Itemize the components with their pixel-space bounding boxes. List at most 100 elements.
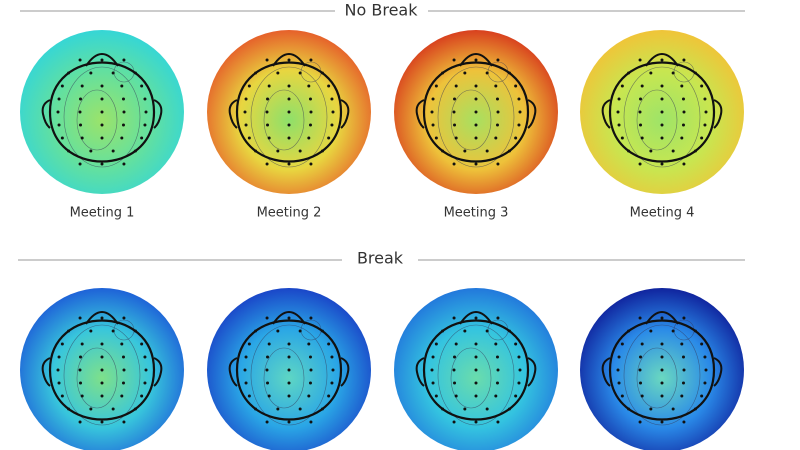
electrode [78, 368, 82, 372]
electrode [700, 84, 704, 88]
electrode [287, 316, 291, 320]
electrode [307, 84, 311, 88]
electrode [441, 329, 445, 333]
electrode [453, 355, 457, 359]
electrode [485, 71, 489, 75]
electrode [507, 329, 511, 333]
electrode [309, 316, 313, 320]
electrode [57, 381, 61, 385]
electrode [485, 329, 489, 333]
electrode [56, 368, 60, 372]
electrode [57, 123, 61, 127]
electrode [441, 149, 445, 153]
electrode [133, 149, 137, 153]
electrode [266, 381, 270, 385]
electrode [327, 394, 331, 398]
ear [153, 357, 163, 387]
electrode [287, 394, 291, 398]
head-outline [422, 61, 530, 163]
electrode [100, 355, 104, 359]
electrode [649, 407, 653, 411]
electrode [243, 368, 247, 372]
electrode [100, 420, 104, 424]
map-label: Meeting 1 [70, 206, 135, 221]
electrode [649, 329, 653, 333]
electrode [474, 342, 478, 346]
electrode [660, 394, 664, 398]
electrode [617, 97, 621, 101]
head-outline [235, 61, 343, 163]
electrode [703, 123, 707, 127]
ear [228, 99, 238, 129]
electrode [80, 342, 84, 346]
electrode [244, 123, 248, 127]
electrode [627, 329, 631, 333]
electrode [494, 342, 498, 346]
electrode [517, 381, 521, 385]
electrode [518, 368, 522, 372]
electrode [680, 394, 684, 398]
electrode [616, 110, 620, 114]
electrode [452, 110, 456, 114]
electrode [133, 407, 137, 411]
ear [527, 99, 537, 129]
electrode [121, 381, 125, 385]
maps [20, 30, 744, 450]
electrode [143, 381, 147, 385]
electrode [60, 84, 64, 88]
electrode [517, 97, 521, 101]
electrode [474, 123, 478, 127]
electrode [463, 149, 467, 153]
electrode [474, 162, 478, 166]
ear [340, 357, 350, 387]
electrode [100, 84, 104, 88]
electrode [682, 420, 686, 424]
electrode [122, 162, 126, 166]
electrode [111, 329, 115, 333]
electrode [100, 316, 104, 320]
electrode [660, 123, 664, 127]
electrode [693, 407, 697, 411]
electrode [671, 329, 675, 333]
electrode [298, 329, 302, 333]
nose [272, 311, 306, 325]
electrode [703, 355, 707, 359]
electrode [143, 97, 147, 101]
electrode [100, 136, 104, 140]
electrode [494, 136, 498, 140]
electrode [485, 149, 489, 153]
electrode [247, 136, 251, 140]
electrode [434, 136, 438, 140]
electrode [430, 110, 434, 114]
electrode [287, 162, 291, 166]
electrode [89, 329, 93, 333]
electrode [122, 110, 126, 114]
electrode [327, 136, 331, 140]
electrode [78, 420, 82, 424]
electrode [496, 368, 500, 372]
electrode [507, 149, 511, 153]
electrode [431, 97, 435, 101]
electrode [514, 342, 518, 346]
electrode [681, 355, 685, 359]
electrode [122, 368, 126, 372]
electrode [682, 110, 686, 114]
electrode [495, 355, 499, 359]
electrode [700, 342, 704, 346]
electrode [309, 110, 313, 114]
electrode [638, 162, 642, 166]
electrode [57, 97, 61, 101]
electrode [140, 136, 144, 140]
electrode [254, 71, 258, 75]
electrode [660, 355, 664, 359]
electrode [267, 342, 271, 346]
electrode [320, 329, 324, 333]
electrode [243, 110, 247, 114]
electrode [330, 355, 334, 359]
electrode [700, 394, 704, 398]
electrode [143, 123, 147, 127]
electrode [120, 394, 124, 398]
electrode [620, 342, 624, 346]
nose [459, 311, 493, 325]
electrode [639, 355, 643, 359]
